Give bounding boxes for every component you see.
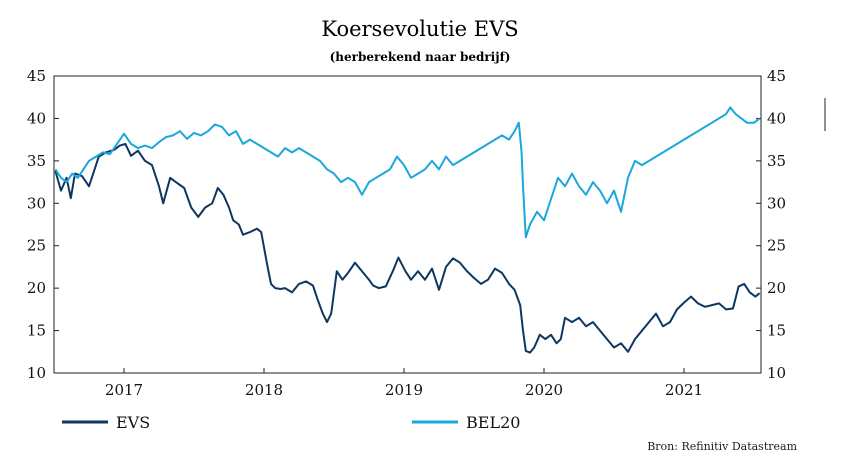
y-tick-label-left: 10	[27, 364, 46, 382]
y-tick-label-right: 30	[767, 194, 786, 212]
legend-label-evs: EVS	[116, 413, 150, 432]
y-tick-label-left: 20	[27, 279, 46, 297]
x-tick-label: 2019	[385, 381, 423, 399]
y-tick-label-left: 35	[27, 152, 46, 170]
series-lines	[54, 106, 761, 354]
chart-title: Koersevolutie EVS	[321, 17, 518, 41]
y-tick-label-right: 25	[767, 237, 786, 255]
y-axis-left: 10 15 20 25 30 35 40 45	[27, 67, 59, 382]
chart-subtitle: (herberekend naar bedrijf)	[330, 50, 511, 64]
y-tick-label-right: 15	[767, 322, 786, 340]
y-tick-label-left: 30	[27, 194, 46, 212]
y-tick-label-left: 15	[27, 322, 46, 340]
plot-frame	[53, 75, 762, 374]
y-tick-label-right: 10	[767, 364, 786, 382]
y-tick-label-left: 40	[27, 109, 46, 127]
x-tick-label: 2021	[665, 381, 703, 399]
y-tick-label-right: 35	[767, 152, 786, 170]
legend-label-bel20: BEL20	[466, 413, 520, 432]
y-tick-label-right: 45	[767, 67, 786, 85]
y-axis-right: 10 15 20 25 30 35 40 45	[756, 67, 786, 382]
y-tick-label-right: 20	[767, 279, 786, 297]
x-tick-label: 2018	[245, 381, 283, 399]
legend: EVS BEL20	[62, 413, 520, 432]
x-tick-label: 2017	[105, 381, 143, 399]
x-tick-label: 2020	[525, 381, 563, 399]
y-tick-label-left: 45	[27, 67, 46, 85]
y-tick-label-left: 25	[27, 237, 46, 255]
series-line-evs	[54, 142, 761, 354]
x-axis: 2017 2018 2019 2020 2021	[105, 368, 703, 399]
source-note: Bron: Refinitiv Datastream	[647, 440, 797, 453]
y-tick-label-right: 40	[767, 109, 786, 127]
series-line-bel20	[54, 106, 761, 239]
